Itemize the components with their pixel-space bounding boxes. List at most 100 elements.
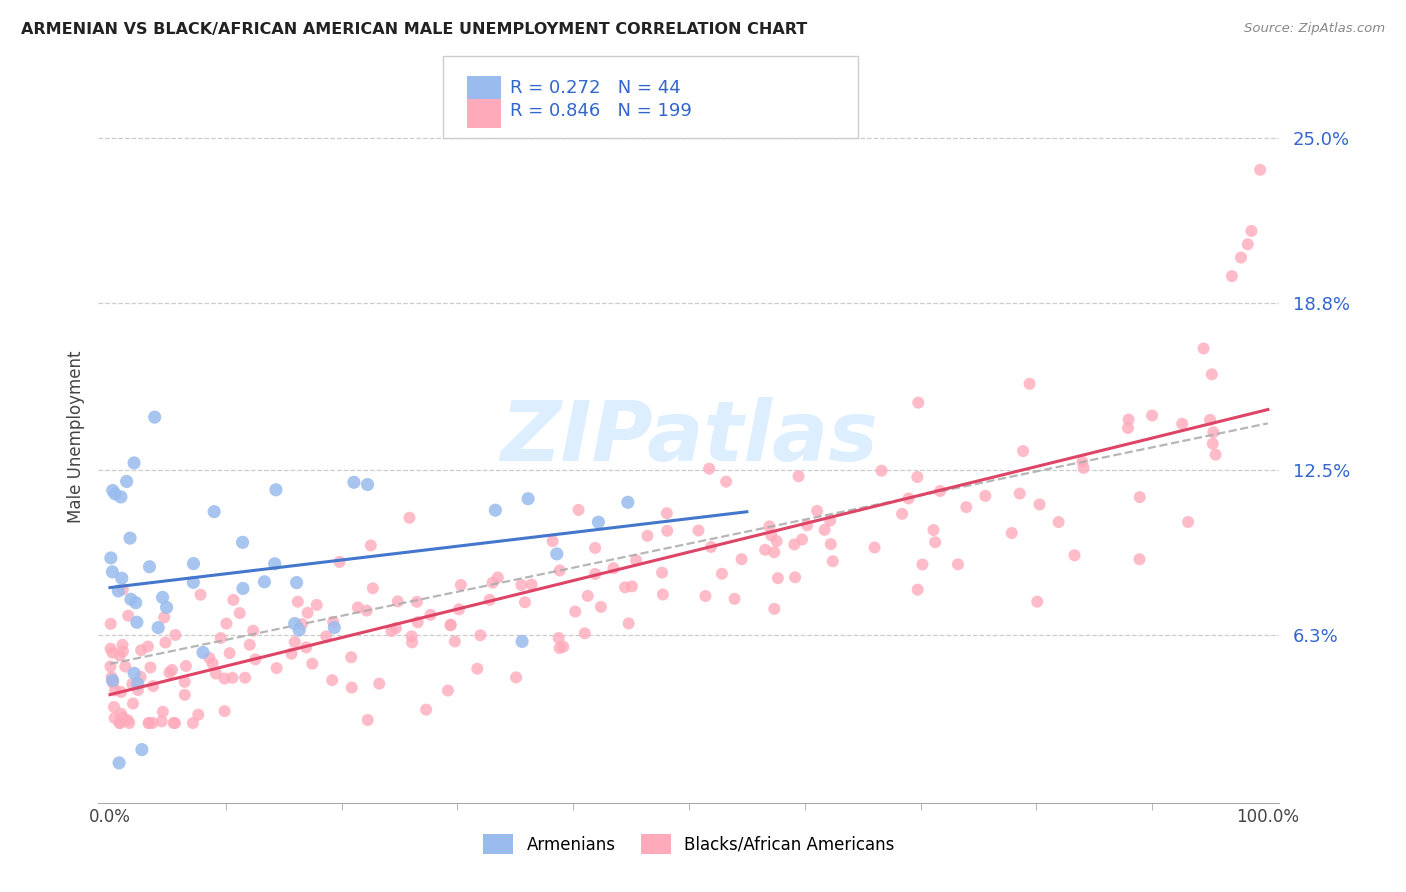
Point bbox=[465, 662, 488, 676]
Point bbox=[356, 603, 378, 617]
Point bbox=[820, 537, 842, 551]
Point bbox=[187, 707, 209, 722]
Point bbox=[813, 523, 835, 537]
Point bbox=[796, 518, 818, 533]
Point bbox=[107, 584, 129, 599]
Point bbox=[589, 599, 612, 614]
Point bbox=[870, 464, 893, 478]
Point bbox=[242, 624, 264, 638]
Point bbox=[567, 503, 589, 517]
Point bbox=[284, 616, 307, 631]
Point bbox=[127, 676, 149, 690]
Point bbox=[173, 688, 195, 702]
Point bbox=[122, 456, 145, 470]
Point bbox=[108, 716, 131, 731]
Point bbox=[214, 704, 236, 718]
Point bbox=[688, 524, 710, 538]
Point bbox=[101, 674, 124, 689]
Point bbox=[233, 671, 256, 685]
Point bbox=[583, 541, 606, 555]
Point bbox=[160, 663, 183, 677]
Point bbox=[142, 679, 165, 693]
Point bbox=[118, 531, 141, 545]
Point bbox=[806, 504, 828, 518]
Point bbox=[695, 589, 717, 603]
Point bbox=[209, 631, 232, 645]
Point bbox=[790, 533, 813, 547]
Point bbox=[301, 657, 323, 671]
Point bbox=[783, 537, 806, 551]
Point bbox=[974, 489, 997, 503]
Point bbox=[361, 582, 384, 596]
Point bbox=[263, 557, 285, 571]
Point bbox=[120, 592, 142, 607]
Point bbox=[1073, 461, 1095, 475]
Point bbox=[1240, 224, 1263, 238]
Point bbox=[104, 487, 127, 501]
Point bbox=[136, 640, 159, 654]
Point bbox=[291, 617, 314, 632]
Point bbox=[111, 582, 134, 597]
Point bbox=[510, 634, 533, 648]
Point bbox=[111, 711, 134, 725]
Point bbox=[115, 475, 138, 489]
Point bbox=[510, 578, 533, 592]
Point bbox=[155, 635, 177, 649]
Point bbox=[125, 615, 148, 630]
Point bbox=[215, 616, 238, 631]
Point bbox=[450, 578, 472, 592]
Point bbox=[929, 483, 952, 498]
Legend: Armenians, Blacks/African Americans: Armenians, Blacks/African Americans bbox=[477, 828, 901, 860]
Point bbox=[131, 742, 153, 756]
Point bbox=[697, 461, 720, 475]
Point bbox=[765, 534, 787, 549]
Point bbox=[1116, 421, 1139, 435]
Point bbox=[415, 703, 437, 717]
Point bbox=[101, 483, 124, 498]
Point bbox=[1192, 342, 1215, 356]
Point bbox=[513, 595, 536, 609]
Point bbox=[1202, 425, 1225, 440]
Point bbox=[1063, 549, 1085, 563]
Point bbox=[636, 529, 658, 543]
Point bbox=[1140, 409, 1163, 423]
Point bbox=[111, 571, 134, 585]
Point bbox=[287, 595, 309, 609]
Point bbox=[127, 683, 149, 698]
Point bbox=[1202, 436, 1225, 450]
Point bbox=[100, 550, 122, 565]
Point bbox=[138, 716, 160, 731]
Point bbox=[305, 598, 328, 612]
Point bbox=[198, 651, 221, 665]
Point bbox=[437, 683, 460, 698]
Point bbox=[139, 660, 162, 674]
Point bbox=[101, 565, 124, 579]
Point bbox=[138, 716, 160, 731]
Point bbox=[564, 605, 586, 619]
Point bbox=[181, 575, 204, 590]
Point bbox=[763, 602, 786, 616]
Point bbox=[108, 648, 131, 663]
Point bbox=[655, 506, 678, 520]
Point bbox=[1177, 515, 1199, 529]
Point bbox=[440, 617, 463, 632]
Point bbox=[443, 634, 465, 648]
Point bbox=[897, 491, 920, 506]
Point bbox=[517, 491, 540, 506]
Point bbox=[222, 593, 245, 607]
Point bbox=[360, 538, 382, 552]
Point bbox=[486, 570, 509, 584]
Point bbox=[129, 643, 152, 657]
Point bbox=[280, 647, 302, 661]
Point bbox=[343, 475, 366, 490]
Point bbox=[190, 588, 212, 602]
Text: ZIPatlas: ZIPatlas bbox=[501, 397, 877, 477]
Point bbox=[108, 756, 131, 770]
Point bbox=[398, 510, 420, 524]
Point bbox=[152, 591, 174, 605]
Point bbox=[439, 618, 461, 632]
Point bbox=[117, 608, 139, 623]
Point bbox=[548, 564, 571, 578]
Point bbox=[1012, 444, 1035, 458]
Point bbox=[121, 677, 143, 691]
